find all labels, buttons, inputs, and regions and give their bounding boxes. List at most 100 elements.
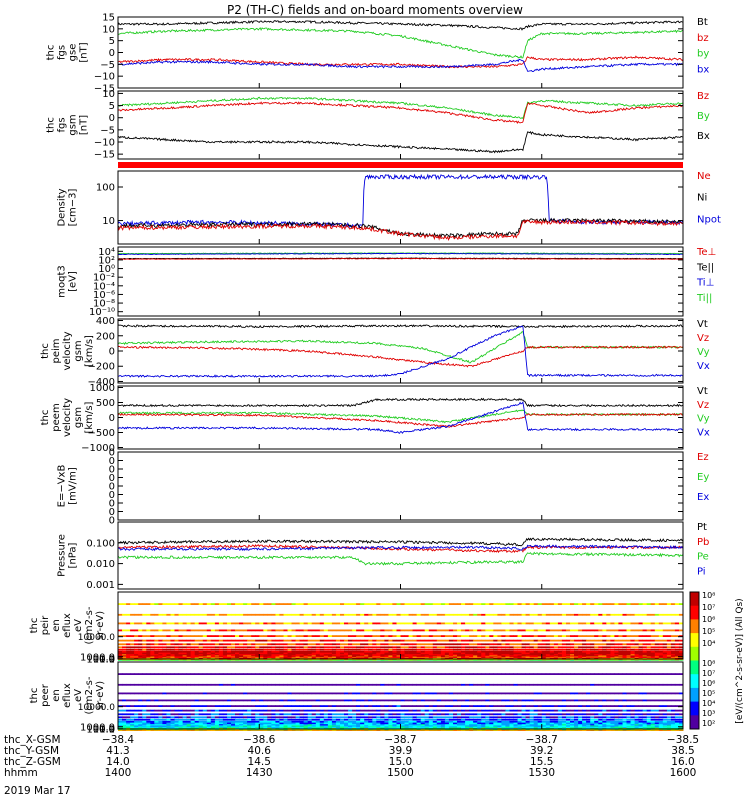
spectrogram-cell	[586, 646, 591, 649]
spectrogram-cell	[311, 654, 317, 657]
spectrogram-cell	[646, 653, 652, 656]
spectrogram-cell	[126, 646, 131, 649]
spectrogram-cell	[146, 654, 151, 657]
spectrogram-cell	[150, 654, 155, 657]
spectrogram-cell	[194, 652, 200, 655]
spectrogram-cell	[670, 653, 676, 656]
spectrogram-cell	[291, 653, 296, 656]
spectrogram-cell	[222, 650, 228, 653]
y-tick-label: 10	[102, 89, 115, 100]
spectrogram-cell	[610, 653, 615, 656]
spectrogram-cell	[146, 652, 151, 655]
spectrogram-cell	[247, 650, 252, 653]
spectrogram-cell	[590, 654, 595, 657]
spectrogram-cell	[481, 646, 486, 649]
x-ticks	[117, 311, 684, 316]
spectrogram-cell	[493, 654, 498, 657]
spectrogram-cell	[340, 643, 345, 646]
spectrogram-cell	[457, 652, 462, 655]
spectrogram-cell	[319, 648, 325, 651]
spectrogram-cell	[182, 652, 187, 655]
spectrogram-cell	[206, 650, 212, 653]
spectrogram-cell	[432, 653, 438, 656]
spectrogram-cell	[198, 648, 204, 651]
spectrogram-cell	[666, 654, 672, 657]
spectrogram-cell	[130, 654, 135, 657]
y-tick-label: −200	[88, 362, 115, 373]
spectrogram-cell	[529, 654, 534, 657]
spectrogram-cell	[578, 648, 583, 651]
spectrogram-cell	[335, 653, 341, 656]
spectrogram-cell	[178, 654, 183, 657]
spectrogram-cell	[408, 654, 413, 657]
spectrogram-cell	[392, 646, 397, 649]
spectrogram-cell	[666, 652, 672, 655]
legend-Pe: Pe	[697, 552, 709, 563]
spectrogram-cell	[670, 648, 676, 651]
spectrogram-cell	[481, 650, 486, 653]
spectrogram-cell	[541, 652, 547, 655]
spectrogram-cell	[231, 650, 236, 653]
spectrogram-cell	[396, 650, 401, 653]
spectrogram-cell	[485, 646, 490, 649]
spectrogram-cell	[182, 643, 187, 646]
spectrogram-cell	[166, 652, 171, 655]
spectrogram-cell	[461, 653, 466, 656]
spectrogram-cell	[622, 652, 627, 655]
spectrogram-cell	[416, 652, 421, 655]
spectrogram-cell	[327, 643, 333, 646]
spectrogram-cell	[674, 654, 680, 657]
y-label-line: [cm−3]	[68, 189, 79, 227]
spectrogram-cell	[170, 653, 175, 656]
spectrogram-cell	[170, 643, 175, 646]
spectrogram-cell	[574, 646, 579, 649]
y-tick-label: 0	[109, 48, 115, 59]
spectrogram-cell	[570, 648, 575, 651]
spectrogram-cell	[166, 648, 171, 651]
y-tick-label: −500	[88, 428, 115, 439]
spectrogram-cell	[618, 648, 623, 651]
spectrogram-cell	[465, 653, 470, 656]
spectrogram-cell	[198, 654, 204, 657]
spectrogram-cell	[578, 653, 583, 656]
spectrogram-cell	[416, 646, 421, 649]
spectrogram-cell	[457, 648, 462, 651]
spectrogram-cell	[630, 653, 635, 656]
spectrogram-cell	[477, 652, 482, 655]
y-tick-label: 5	[109, 36, 115, 47]
spectrogram-cell	[295, 648, 300, 651]
spectrogram-cell	[428, 646, 434, 649]
y-tick-label: 0	[109, 413, 115, 424]
spectrogram-cell	[557, 648, 563, 651]
spectrogram-cell	[174, 648, 179, 651]
spectrogram-cell	[497, 652, 502, 655]
spectrogram-cell	[247, 654, 252, 657]
spectrogram-cell	[662, 650, 668, 653]
spectrogram-cell	[654, 654, 660, 657]
spectrogram-cell	[477, 646, 482, 649]
y-label-line: Pressure	[57, 534, 68, 577]
spectrogram-cell	[658, 654, 664, 657]
spectrogram-cell	[388, 648, 393, 651]
spectrogram-cell	[662, 648, 668, 651]
y-tick-label: −1000	[81, 443, 115, 454]
spectrogram-cell	[400, 648, 405, 651]
spectrogram-cell	[654, 650, 660, 653]
spectrogram-cell	[222, 643, 228, 646]
spectrogram-cell	[517, 652, 522, 655]
spectrogram-cell	[368, 654, 373, 657]
spectrogram-cell	[662, 646, 668, 649]
spectrogram-cell	[489, 648, 494, 651]
spectrogram-cell	[231, 648, 236, 651]
spectrogram-cell	[557, 654, 563, 657]
spectrogram-cell	[453, 652, 458, 655]
spectrogram-cell	[440, 653, 446, 656]
spectrogram-cell	[348, 653, 353, 656]
spectrogram-cell	[533, 654, 539, 657]
spectrogram-cell	[287, 646, 292, 649]
legend-by: by	[697, 49, 709, 60]
spectrogram-cell	[578, 654, 583, 657]
spectrogram-cell	[259, 653, 264, 656]
